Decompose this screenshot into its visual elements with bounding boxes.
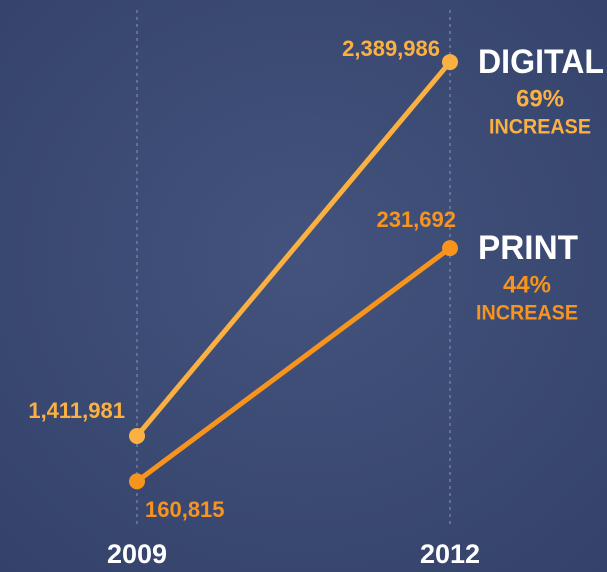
change-note: INCREASE — [476, 302, 578, 325]
change-note: INCREASE — [489, 116, 591, 139]
series-line — [135, 246, 452, 484]
data-point — [442, 240, 458, 257]
change-label: 69% — [516, 85, 564, 112]
change-label: 44% — [503, 271, 551, 298]
series-line — [135, 60, 452, 438]
value-label: 2,389,986 — [342, 36, 440, 61]
data-point — [129, 428, 145, 445]
value-label: 160,815 — [145, 497, 225, 522]
series-label: DIGITAL — [478, 43, 604, 81]
data-point — [129, 473, 145, 490]
value-label: 231,692 — [376, 207, 456, 232]
x-tick-label: 2012 — [420, 539, 480, 569]
series-label: PRINT — [478, 229, 578, 267]
value-label: 1,411,981 — [28, 398, 125, 423]
x-tick-label: 2009 — [107, 539, 167, 569]
data-point — [442, 54, 458, 71]
